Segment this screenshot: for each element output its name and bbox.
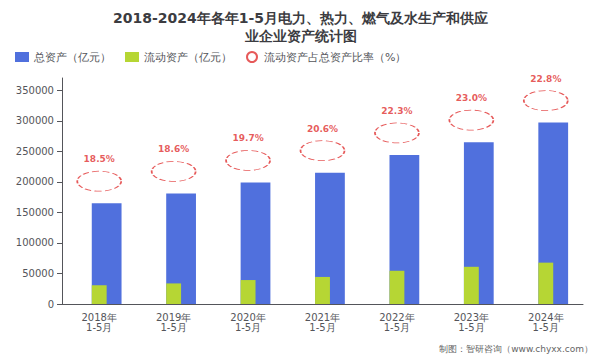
svg-text:1-5月: 1-5月 <box>458 322 484 333</box>
svg-text:2020年: 2020年 <box>230 311 266 323</box>
svg-text:总资产（亿元）: 总资产（亿元） <box>33 51 111 64</box>
svg-text:200000: 200000 <box>16 176 54 187</box>
svg-text:流动资产占总资产比率（%）: 流动资产占总资产比率（%） <box>264 51 406 64</box>
svg-text:2019年: 2019年 <box>155 311 192 323</box>
svg-text:19.7%: 19.7% <box>232 133 263 143</box>
svg-text:1-5月: 1-5月 <box>384 322 410 333</box>
svg-text:流动资产（亿元）: 流动资产（亿元） <box>144 51 232 64</box>
svg-text:250000: 250000 <box>16 146 54 157</box>
svg-text:18.5%: 18.5% <box>84 154 115 164</box>
svg-text:300000: 300000 <box>16 115 54 126</box>
svg-text:150000: 150000 <box>16 207 54 218</box>
svg-text:23.0%: 23.0% <box>456 93 487 103</box>
svg-text:2023年: 2023年 <box>453 311 490 323</box>
svg-text:制图：智研咨询（www.chyxx.com）: 制图：智研咨询（www.chyxx.com） <box>439 344 593 354</box>
svg-text:2021年: 2021年 <box>304 311 341 323</box>
svg-text:1-5月: 1-5月 <box>533 322 559 333</box>
svg-text:2024年: 2024年 <box>528 311 564 323</box>
svg-text:1-5月: 1-5月 <box>235 322 261 333</box>
svg-text:2018-2024年各年1-5月电力、热力、燃气及水生产和供: 2018-2024年各年1-5月电力、热力、燃气及水生产和供应 <box>113 10 488 26</box>
svg-text:100000: 100000 <box>16 237 54 248</box>
svg-text:18.6%: 18.6% <box>158 144 189 154</box>
svg-text:1-5月: 1-5月 <box>309 322 335 333</box>
svg-text:20.6%: 20.6% <box>307 124 338 134</box>
svg-text:22.8%: 22.8% <box>530 74 561 84</box>
svg-text:1-5月: 1-5月 <box>86 322 112 333</box>
svg-text:业企业资产统计图: 业企业资产统计图 <box>244 28 357 44</box>
svg-text:2022年: 2022年 <box>379 311 415 323</box>
svg-text:50000: 50000 <box>22 268 54 279</box>
svg-text:1-5月: 1-5月 <box>160 322 186 333</box>
svg-text:0: 0 <box>48 299 54 310</box>
svg-text:2018年: 2018年 <box>81 311 117 323</box>
svg-text:350000: 350000 <box>16 85 54 96</box>
svg-text:22.3%: 22.3% <box>381 106 412 116</box>
